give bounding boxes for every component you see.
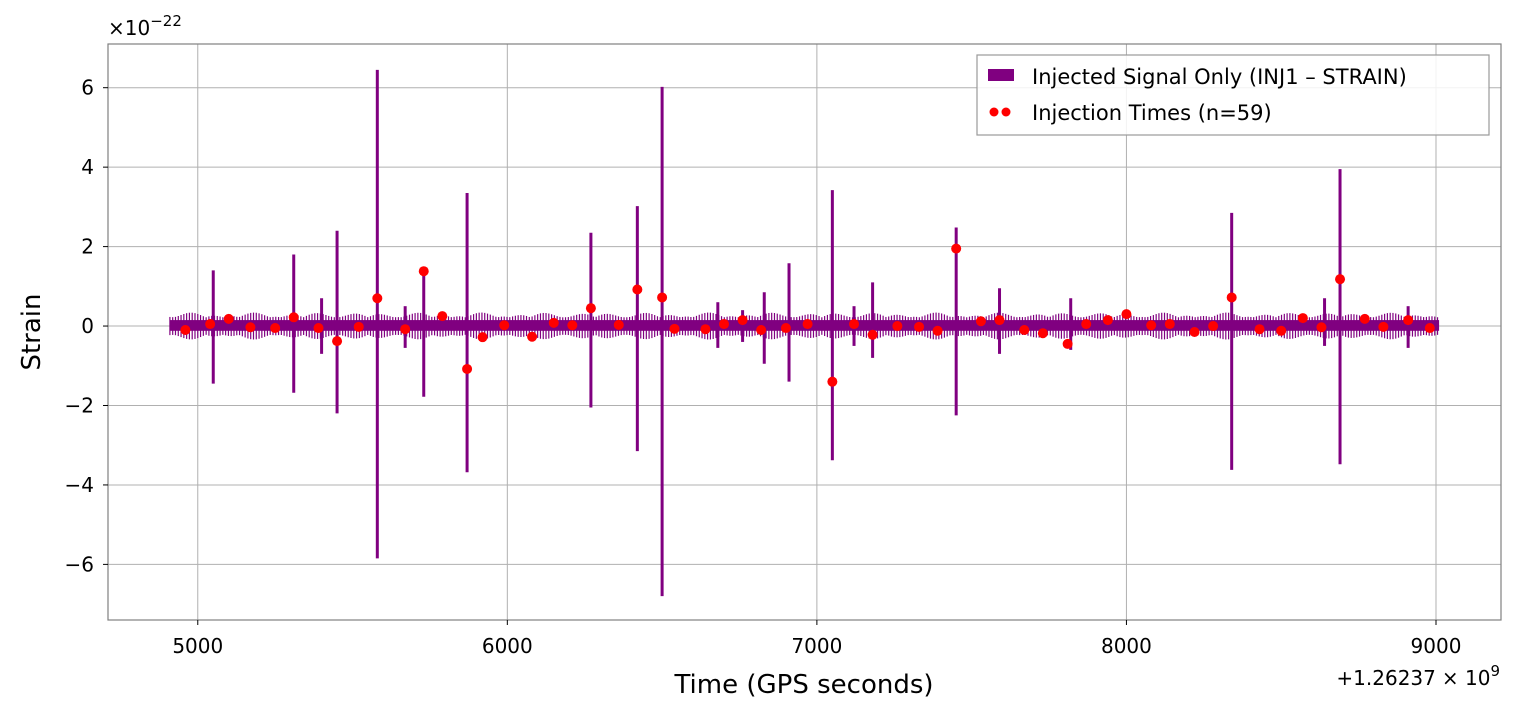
y-tick-label: −4 xyxy=(65,473,94,497)
x-tick-label: 6000 xyxy=(482,634,533,658)
injection-point xyxy=(180,325,191,336)
plot-frame xyxy=(107,43,1502,621)
injection-point xyxy=(780,323,791,334)
injection-point xyxy=(669,323,680,334)
injection-point xyxy=(1226,292,1237,303)
injection-point xyxy=(719,319,730,330)
injection-point xyxy=(205,319,216,330)
injection-point xyxy=(892,321,903,332)
injection-point xyxy=(1276,325,1287,336)
x-offset-value: +1.26237 xyxy=(1336,666,1435,690)
x-axis-label: Time (GPS seconds) xyxy=(673,670,933,700)
legend-marker-injection-a xyxy=(989,107,999,117)
injection-point xyxy=(548,317,559,328)
injection-point xyxy=(372,293,383,304)
injection-point xyxy=(499,320,510,331)
legend-label-signal: Injected Signal Only (INJ1 – STRAIN) xyxy=(1032,65,1407,89)
injection-point xyxy=(1062,338,1073,349)
injection-point xyxy=(332,336,343,347)
injection-point xyxy=(313,323,324,334)
injection-point xyxy=(613,319,624,330)
injection-point xyxy=(567,320,578,331)
injection-point xyxy=(737,315,748,326)
injection-point xyxy=(1019,325,1030,336)
injection-point xyxy=(914,321,925,332)
injection-point xyxy=(1164,319,1175,330)
legend-swatch-signal xyxy=(988,69,1014,81)
y-tick-label: 4 xyxy=(81,155,94,179)
y-axis-label: Strain xyxy=(17,293,47,370)
injection-point xyxy=(1403,315,1414,326)
injection-point xyxy=(827,376,838,387)
injection-point xyxy=(1359,313,1370,324)
x-tick-label: 8000 xyxy=(1101,634,1152,658)
injection-point xyxy=(700,324,711,335)
injection-point xyxy=(1121,309,1132,320)
injection-point xyxy=(1424,323,1435,334)
injection-point xyxy=(632,284,643,295)
injection-point xyxy=(437,311,448,322)
injection-point xyxy=(1297,313,1308,324)
y-axis: 6 4 2 0 −2 −4 −6 xyxy=(65,76,108,576)
x-tick-label: 7000 xyxy=(791,634,842,658)
injection-point xyxy=(1189,327,1200,337)
injection-point xyxy=(1102,315,1113,326)
x-tick-label: 9000 xyxy=(1411,634,1462,658)
injection-point xyxy=(223,313,234,324)
x-offset-exponent: 9 xyxy=(1490,662,1500,680)
injection-point xyxy=(288,312,299,323)
injection-point xyxy=(849,319,860,330)
injection-point xyxy=(867,329,878,340)
injection-point xyxy=(527,331,538,342)
injection-point xyxy=(477,332,488,343)
injection-point xyxy=(353,321,364,332)
injection-point xyxy=(932,325,943,336)
injection-point xyxy=(1081,319,1092,330)
injection-point xyxy=(1254,324,1265,335)
y-tick-label: 6 xyxy=(81,76,94,100)
injection-point xyxy=(1037,328,1048,339)
legend-marker-injection-b xyxy=(1001,107,1011,117)
injection-point xyxy=(585,303,596,314)
x-axis: 5000 6000 7000 8000 9000 xyxy=(172,620,1461,658)
injection-point xyxy=(951,243,962,254)
y-tick-label: 0 xyxy=(81,314,94,338)
injection-point xyxy=(1316,322,1327,333)
injection-times-series xyxy=(180,243,1435,387)
y-tick-label: 2 xyxy=(81,235,94,259)
y-scale-multiplier: ×10−22 xyxy=(108,12,182,40)
x-tick-label: 5000 xyxy=(172,634,223,658)
injection-point xyxy=(1335,274,1346,285)
injection-point xyxy=(400,324,411,335)
injection-point xyxy=(1378,321,1389,332)
x-offset-times: × 10 xyxy=(1442,666,1491,690)
injection-point xyxy=(270,323,281,334)
y-tick-label: −2 xyxy=(65,393,94,417)
injection-point xyxy=(657,292,668,303)
injection-point xyxy=(1208,321,1219,332)
y-scale-base: ×10 xyxy=(108,16,150,40)
legend-box xyxy=(976,54,1490,136)
injection-point xyxy=(994,315,1005,326)
injection-point xyxy=(1146,320,1157,331)
legend-label-injection: Injection Times (n=59) xyxy=(1032,101,1272,125)
injection-point xyxy=(756,325,767,336)
x-offset-label: +1.26237 × 109 xyxy=(1336,662,1500,690)
legend: Injected Signal Only (INJ1 – STRAIN) Inj… xyxy=(976,54,1490,136)
injection-point xyxy=(975,316,986,327)
y-scale-exponent: −22 xyxy=(150,12,182,30)
injection-point xyxy=(418,266,429,277)
injection-point xyxy=(462,363,473,374)
y-tick-label: −6 xyxy=(65,552,94,576)
injection-point xyxy=(802,319,813,330)
injection-point xyxy=(245,322,256,333)
